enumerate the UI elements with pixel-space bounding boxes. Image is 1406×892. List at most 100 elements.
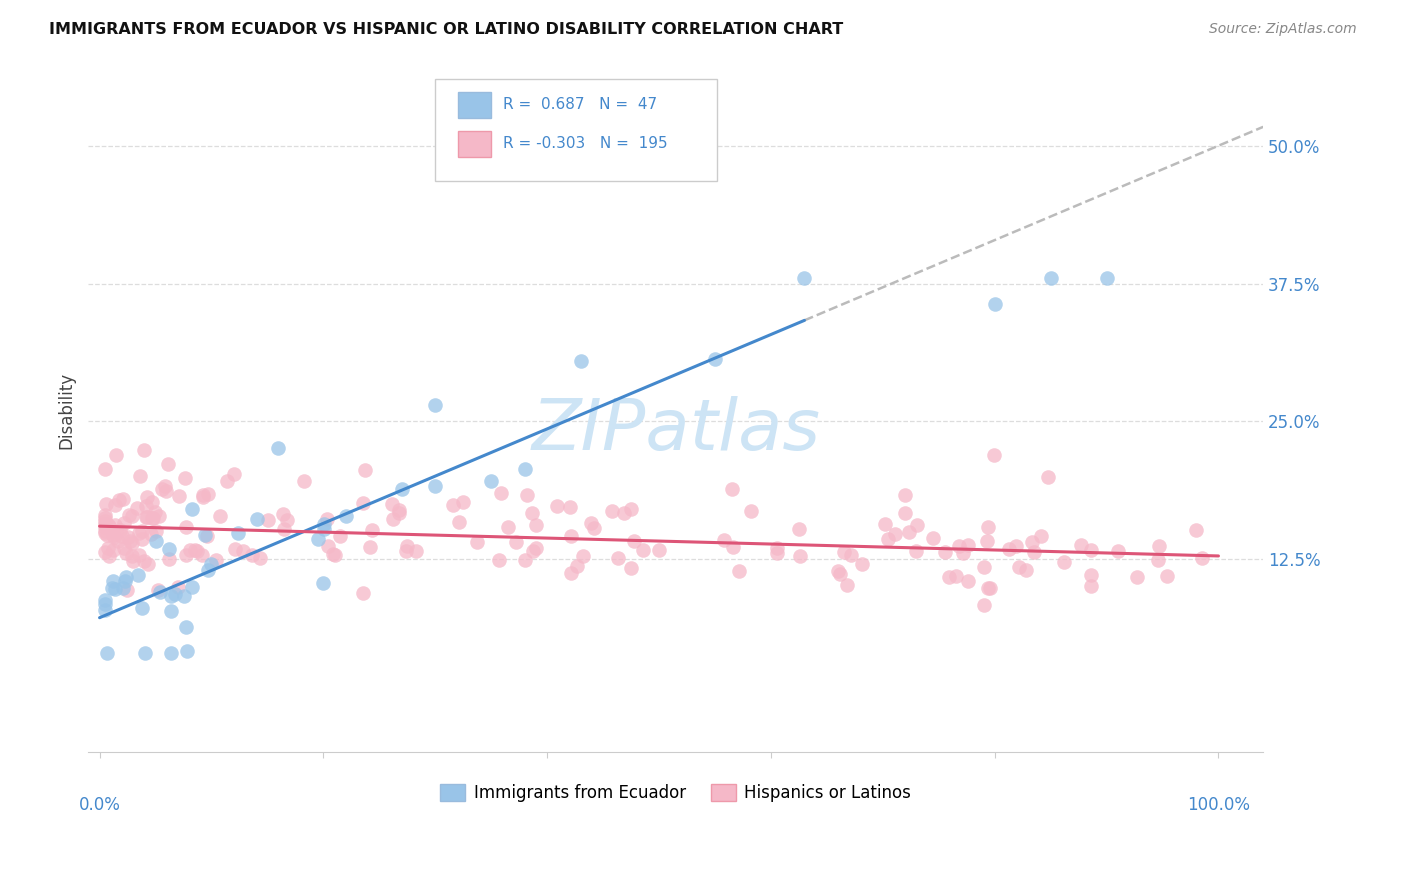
Point xyxy=(766,541,789,555)
Point xyxy=(112,516,135,530)
Point xyxy=(983,297,1005,311)
Point xyxy=(727,564,749,578)
Point xyxy=(118,534,141,549)
Point xyxy=(1191,551,1213,566)
Point xyxy=(489,485,512,500)
Point xyxy=(186,544,208,558)
Point xyxy=(184,542,207,557)
Point xyxy=(94,462,117,476)
Point xyxy=(146,582,169,597)
Point xyxy=(176,548,198,562)
Point xyxy=(104,582,127,596)
Point xyxy=(1126,570,1149,584)
Point xyxy=(118,508,141,523)
Point xyxy=(143,505,166,519)
Point xyxy=(145,524,167,539)
Point xyxy=(1080,579,1102,593)
Point xyxy=(922,531,945,545)
Point xyxy=(522,506,544,520)
Point xyxy=(516,488,538,502)
Point xyxy=(208,508,231,523)
Point xyxy=(973,560,995,574)
Point xyxy=(361,523,384,537)
Point xyxy=(740,504,762,518)
Point xyxy=(117,530,139,544)
Point xyxy=(135,490,157,504)
Point xyxy=(222,467,245,481)
Text: R =  0.687   N =  47: R = 0.687 N = 47 xyxy=(503,97,657,112)
Point xyxy=(905,517,928,532)
Point xyxy=(312,517,335,532)
Point xyxy=(173,589,195,603)
Legend: Immigrants from Ecuador, Hispanics or Latinos: Immigrants from Ecuador, Hispanics or La… xyxy=(434,777,918,809)
Point xyxy=(156,457,179,471)
Text: ZIPatlas: ZIPatlas xyxy=(531,396,820,466)
Point xyxy=(108,523,131,537)
Point xyxy=(232,544,254,558)
Point xyxy=(382,511,405,525)
Point xyxy=(572,549,595,563)
Point xyxy=(395,539,418,553)
Point xyxy=(267,441,290,455)
Point xyxy=(720,483,742,497)
Point xyxy=(558,500,581,514)
Point xyxy=(176,643,198,657)
Point xyxy=(273,522,295,536)
Point xyxy=(1036,469,1059,483)
Point xyxy=(104,518,127,533)
Point xyxy=(167,580,190,594)
Point xyxy=(181,501,204,516)
Point xyxy=(352,585,374,599)
Point xyxy=(174,520,197,534)
Point xyxy=(952,546,974,560)
Point xyxy=(329,529,352,543)
Point xyxy=(94,545,117,559)
Point xyxy=(934,545,956,559)
Point xyxy=(312,576,335,591)
Point xyxy=(316,511,339,525)
Point xyxy=(191,490,214,504)
FancyBboxPatch shape xyxy=(458,131,491,157)
Point xyxy=(441,499,464,513)
Point xyxy=(323,548,346,562)
Point xyxy=(447,515,470,529)
Point xyxy=(97,518,120,533)
Point xyxy=(979,581,1001,595)
Point xyxy=(94,524,117,538)
Point xyxy=(1024,545,1046,559)
Point xyxy=(292,474,315,488)
Point xyxy=(107,533,129,548)
Point xyxy=(155,484,177,499)
Point xyxy=(496,520,519,534)
Point xyxy=(132,443,155,458)
Point xyxy=(111,529,134,543)
Point xyxy=(121,535,143,549)
Point xyxy=(787,522,810,536)
Point xyxy=(945,568,967,582)
Point xyxy=(153,479,176,493)
Text: 100.0%: 100.0% xyxy=(1187,797,1250,814)
Point xyxy=(94,517,117,532)
Point xyxy=(94,525,117,540)
Point xyxy=(148,509,170,524)
Point xyxy=(839,548,862,562)
Point xyxy=(125,500,148,515)
Point xyxy=(425,398,447,412)
FancyBboxPatch shape xyxy=(458,93,491,119)
Point xyxy=(465,535,488,549)
Text: 0.0%: 0.0% xyxy=(79,797,121,814)
Point xyxy=(134,500,156,514)
Point xyxy=(103,574,125,588)
Point xyxy=(405,544,427,558)
Point xyxy=(335,509,357,524)
Point xyxy=(560,566,582,580)
Point xyxy=(226,526,249,541)
Point xyxy=(904,543,927,558)
Point xyxy=(94,511,117,525)
Point xyxy=(1147,553,1170,567)
Point xyxy=(832,545,855,559)
Point xyxy=(249,551,271,566)
Point xyxy=(894,506,917,520)
Point xyxy=(766,546,789,560)
Point xyxy=(167,489,190,503)
